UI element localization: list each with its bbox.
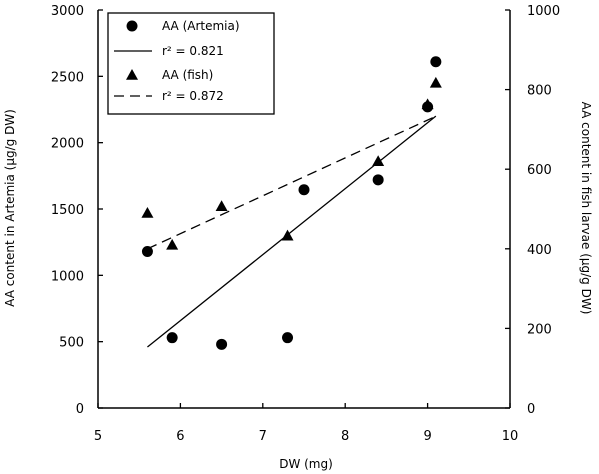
legend-label: AA (fish) xyxy=(162,68,213,82)
artemia-point xyxy=(216,338,228,350)
legend-item-0: AA (Artemia) xyxy=(126,19,240,33)
y-left-tick-label: 500 xyxy=(59,336,84,351)
artemia-point xyxy=(298,184,310,196)
legend: AA (Artemia) r² = 0.821 AA (fish) r² = 0.87… xyxy=(107,12,275,115)
legend-item-2: AA (fish) xyxy=(126,68,213,82)
x-tick-label: 10 xyxy=(502,429,519,444)
fish-regression-line xyxy=(147,115,437,250)
y-right-tick-label: 1000 xyxy=(527,4,560,19)
legend-circle-marker xyxy=(126,20,138,32)
legend-label: r² = 0.872 xyxy=(162,89,224,103)
legend-label: AA (Artemia) xyxy=(162,19,240,33)
y-left-tick-label: 1000 xyxy=(51,269,84,284)
y-axis-right-ticks: 0 200 400 600 800 1000 xyxy=(505,4,560,417)
y-left-tick-label: 0 xyxy=(76,402,84,417)
x-tick-label: 9 xyxy=(423,429,431,444)
fish-point xyxy=(372,155,385,167)
x-axis-label: DW (mg) xyxy=(279,457,333,471)
y-right-tick-label: 0 xyxy=(527,402,535,417)
artemia-point xyxy=(430,56,442,68)
series-2 xyxy=(141,76,442,250)
y-axis-right-label: AA content in fish larvae (µg/g DW) xyxy=(579,102,593,315)
artemia-regression-line xyxy=(147,115,437,348)
artemia-point xyxy=(282,332,294,344)
y-right-tick-label: 400 xyxy=(527,243,552,258)
legend-item-1: r² = 0.821 xyxy=(114,44,224,58)
y-left-tick-label: 2500 xyxy=(51,70,84,85)
legend-triangle-marker xyxy=(126,69,138,80)
legend-item-3: r² = 0.872 xyxy=(114,89,224,103)
fish-point xyxy=(281,229,294,241)
y-right-tick-label: 600 xyxy=(527,163,552,178)
y-right-tick-label: 800 xyxy=(527,84,552,99)
y-left-tick-label: 2000 xyxy=(51,137,84,152)
artemia-point xyxy=(166,332,178,344)
artemia-point xyxy=(141,245,153,257)
fish-point xyxy=(141,206,154,218)
series-1 xyxy=(147,115,437,348)
artemia-point xyxy=(372,174,384,186)
x-tick-label: 7 xyxy=(259,429,267,444)
series-3 xyxy=(147,115,437,250)
x-tick-label: 5 xyxy=(94,429,102,444)
series-0 xyxy=(141,56,442,350)
y-axis-left-ticks: 0 500 1000 1500 2000 2500 3000 xyxy=(51,4,103,417)
legend-label: r² = 0.821 xyxy=(162,44,224,58)
fish-point xyxy=(421,98,434,110)
x-tick-label: 6 xyxy=(176,429,184,444)
y-axis-left-label: AA content in Artemia (µg/g DW) xyxy=(3,109,17,307)
series-layer xyxy=(141,56,442,350)
fish-point xyxy=(429,76,442,88)
y-left-tick-label: 1500 xyxy=(51,203,84,218)
x-tick-label: 8 xyxy=(341,429,349,444)
x-axis-ticks: 5 6 7 8 9 10 xyxy=(94,403,518,444)
fish-point xyxy=(166,238,179,250)
y-left-tick-label: 3000 xyxy=(51,4,84,19)
fish-point xyxy=(215,200,228,212)
y-right-tick-label: 200 xyxy=(527,322,552,337)
